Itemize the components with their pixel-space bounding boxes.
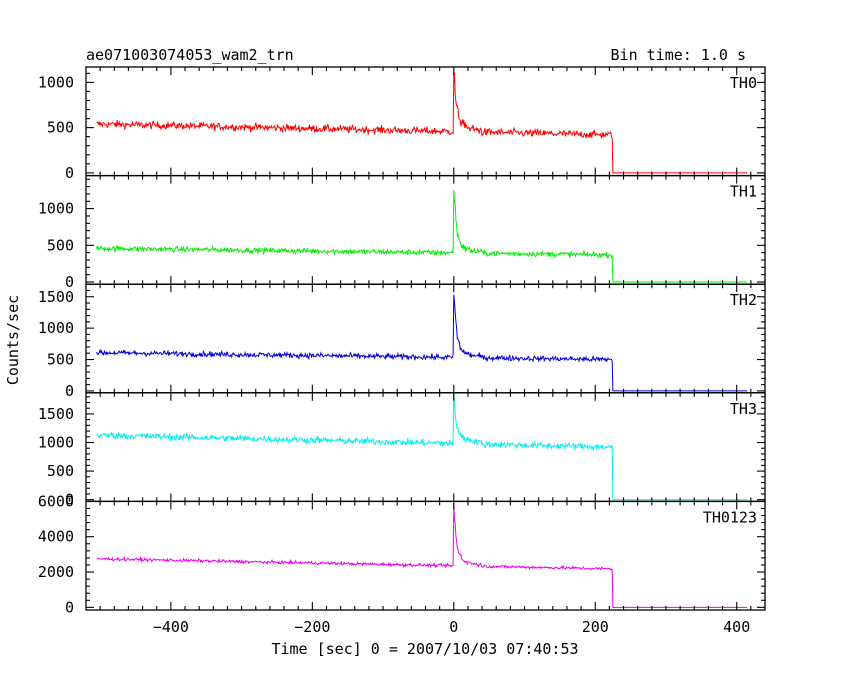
bin-time-label: Bin time: 1.0 s <box>611 46 746 64</box>
y-tick-label: 500 <box>47 462 74 480</box>
series-line-th2 <box>96 294 748 392</box>
x-tick-label: −400 <box>153 618 189 636</box>
panel-label: TH1 <box>730 183 757 201</box>
x-tick-label: −200 <box>294 618 330 636</box>
panel-th3: 0 500 1000 1500 TH3 <box>38 392 766 509</box>
y-tick-label: 1000 <box>38 434 74 452</box>
y-tick-label: 1500 <box>38 405 74 423</box>
y-tick-label: 4000 <box>38 528 74 546</box>
series-line-th0 <box>96 72 748 174</box>
y-tick-label: 1500 <box>38 288 74 306</box>
panel-label: TH2 <box>730 291 757 309</box>
panel-th1: 0 500 1000 TH1 <box>38 174 766 291</box>
x-tick-label: 200 <box>582 618 609 636</box>
y-tick-label: 6000 <box>38 492 74 510</box>
panel-th2: 0 500 1000 1500 TH2 <box>38 283 766 400</box>
panel-label: TH3 <box>730 400 757 418</box>
y-tick-label: 500 <box>47 236 74 254</box>
panel-frame <box>85 392 766 503</box>
y-tick-label: 0 <box>65 491 74 509</box>
x-tick-label: 0 <box>449 618 458 636</box>
panel-frame <box>85 500 766 611</box>
x-axis-label: Time [sec] 0 = 2007/10/03 07:40:53 <box>271 640 578 658</box>
y-tick-label: 0 <box>65 598 74 616</box>
panel-label: TH0123 <box>703 508 757 526</box>
y-tick-label: 2000 <box>38 563 74 581</box>
y-tick-label: 1000 <box>38 200 74 218</box>
series-line-th3 <box>96 392 748 501</box>
y-tick-label: 0 <box>65 164 74 182</box>
y-tick-label: 1000 <box>38 319 74 337</box>
panels-group: 0 500 1000 TH0 0 500 1000 TH1 0 500 1000 1500 TH2 0 50… <box>38 66 766 636</box>
panel-frame <box>85 66 766 177</box>
series-line-th0123 <box>96 503 748 608</box>
panel-label: TH0 <box>730 74 757 92</box>
y-tick-label: 0 <box>65 382 74 400</box>
chart-title: ae071003074053_wam2_trn <box>86 46 294 64</box>
panel-frame <box>85 174 766 285</box>
y-axis-label: Counts/sec <box>4 295 22 385</box>
x-tick-label: 400 <box>723 618 750 636</box>
panel-th0: 0 500 1000 TH0 <box>38 66 766 182</box>
panel-th0123: 0 2000 4000 6000 TH0123 <box>38 492 766 616</box>
y-tick-label: 500 <box>47 351 74 369</box>
y-tick-label: 500 <box>47 119 74 137</box>
y-tick-label: 1000 <box>38 73 74 91</box>
panel-frame <box>85 283 766 394</box>
series-line-th1 <box>96 189 748 283</box>
y-tick-label: 0 <box>65 273 74 291</box>
